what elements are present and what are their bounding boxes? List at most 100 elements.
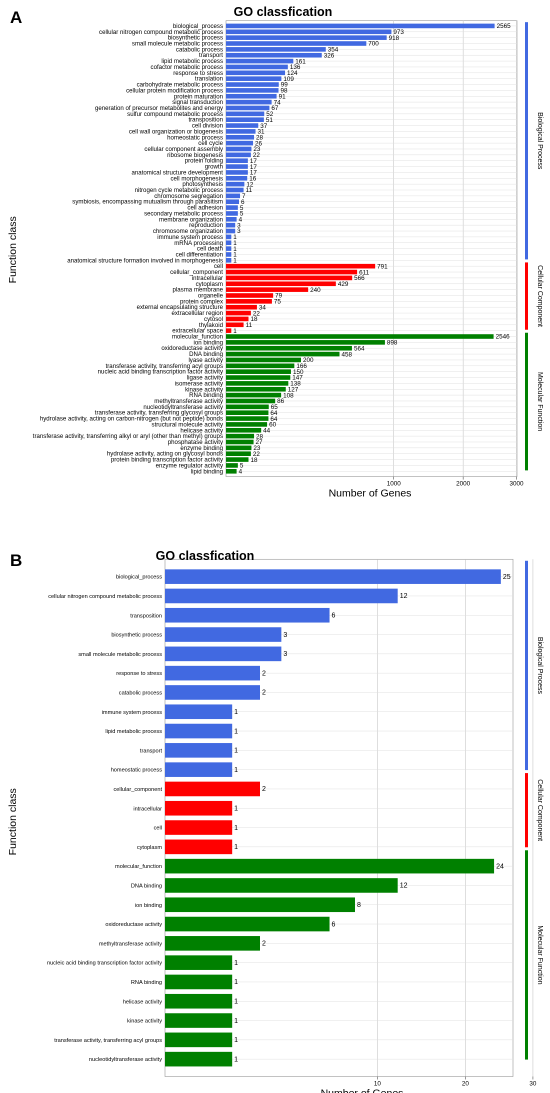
category-label: cytoplasm — [196, 281, 223, 288]
bar-lipid-metabolic-process — [226, 58, 294, 64]
category-label: cell cycle — [198, 140, 223, 147]
bar-thylakoid — [226, 322, 244, 328]
data-label: 108 — [283, 392, 294, 399]
category-label: response to stress — [173, 70, 223, 77]
category-label: reproduction — [189, 222, 223, 229]
category-label: chromosome organization — [153, 228, 223, 235]
category-label: nitrogen cycle metabolic process — [135, 187, 223, 194]
category-label: catabolic process — [176, 46, 223, 53]
category-label: RNA binding — [189, 392, 223, 399]
category-label: ribosome biogenesis — [167, 152, 223, 159]
bar-lipid-binding — [226, 468, 237, 474]
data-label: 354 — [328, 47, 339, 54]
bar-molecular-function — [165, 858, 495, 874]
category-label: intracellular — [133, 806, 162, 812]
data-label: 2 — [262, 690, 266, 697]
category-label: extracellular region — [172, 310, 224, 317]
data-label: 5 — [240, 205, 244, 212]
category-label: DNA binding — [189, 351, 223, 358]
bar-plasma-membrane — [226, 287, 309, 292]
category-label: biological_process — [116, 575, 162, 581]
bar-cell — [165, 820, 233, 835]
category-label: generation of precursor metabolites and … — [95, 105, 224, 112]
bar-nucleic-acid-binding-transcription-factor-activity — [226, 369, 291, 374]
data-label: 138 — [290, 381, 301, 388]
bar-transferase-activity-transferring-acyl-groups — [165, 1032, 233, 1048]
bar-extracellular-region — [226, 310, 251, 316]
data-label: 1 — [234, 825, 238, 832]
category-label: catabolic process — [119, 690, 162, 696]
bar-methyltransferase-activity — [165, 936, 260, 951]
data-label: 1 — [234, 844, 238, 851]
data-label: 200 — [303, 357, 314, 364]
chart-title: GO classfication — [156, 549, 255, 563]
bar-oxidoreductase-activity — [226, 345, 352, 351]
bar-molecular-function — [226, 334, 494, 339]
bar-nucleic-acid-binding-transcription-factor-activity — [165, 955, 233, 970]
data-label: 37 — [260, 123, 268, 130]
bar-biosynthetic-process — [226, 35, 387, 40]
category-label: methyltransferase activity — [99, 941, 162, 947]
data-label: 17 — [250, 170, 258, 177]
data-label: 240 — [310, 287, 321, 294]
category-label: phosphatase activity — [168, 439, 224, 446]
x-tick-label: 30 — [529, 1081, 537, 1088]
bar-cell-adhesion — [226, 205, 238, 210]
category-label: helicase activity — [180, 427, 224, 434]
data-label: 7 — [242, 193, 246, 200]
data-label: 18 — [251, 457, 259, 464]
category-label: enzyme regulator activity — [156, 462, 224, 469]
bar-transferase-activity-transferring-glycosyl-groups — [226, 410, 269, 415]
chart-panel-a: biological_process 2565 cellular nitrogen … — [7, 5, 543, 500]
data-label: 8 — [357, 902, 361, 909]
category-label: signal transduction — [172, 99, 223, 106]
category-label: protein folding — [185, 158, 223, 165]
data-label: 1 — [234, 748, 238, 755]
category-label: nucleotidyltransferase activity — [143, 404, 224, 411]
data-label: 12 — [246, 181, 254, 188]
data-label: 150 — [293, 369, 304, 376]
data-label: 1 — [234, 1037, 238, 1044]
data-label: 1 — [234, 998, 238, 1005]
category-label: protein complex — [180, 298, 223, 305]
panel-b-letter: B — [10, 551, 22, 570]
chart-title: GO classfication — [234, 5, 333, 19]
bar-hydrolase-activity-acting-on-carbon-nitrogen-but-not-peptide-bonds — [226, 416, 269, 421]
bar-methyltransferase-activity — [226, 398, 276, 404]
bar-biosynthetic-process — [165, 627, 282, 642]
bar-intracellular — [226, 275, 353, 281]
data-label: 6 — [332, 612, 336, 619]
data-label: 1 — [233, 252, 237, 259]
x-tick-label: 3000 — [509, 481, 524, 488]
data-label: 5 — [240, 211, 244, 218]
category-label: molecular_function — [172, 334, 223, 341]
data-label: 1 — [234, 979, 238, 986]
data-label: 124 — [287, 70, 298, 77]
category-label: chromosome segregation — [154, 193, 223, 200]
bar-small-molecule-metabolic-process — [165, 646, 282, 662]
data-label: 458 — [341, 351, 352, 358]
category-label: response to stress — [116, 671, 162, 677]
data-label: 1 — [234, 960, 238, 967]
data-label: 17 — [250, 164, 258, 171]
bar-biological-process — [165, 569, 501, 584]
bar-ion-binding — [226, 340, 385, 345]
category-label: lipid metabolic process — [161, 58, 223, 65]
data-label: 109 — [283, 76, 294, 83]
data-label: 4 — [239, 468, 243, 475]
bar-hydrolase-activity-acting-on-glycosyl-bonds — [226, 451, 251, 457]
bar-cytoplasm — [165, 839, 233, 855]
bar-ligase-activity — [226, 375, 291, 380]
category-label: biosynthetic process — [111, 633, 162, 639]
data-label: 99 — [281, 82, 289, 89]
category-label: sulfur compound metabolic process — [127, 111, 223, 118]
bar-cellular-component-assembly — [226, 146, 252, 152]
data-label: 86 — [277, 398, 285, 405]
category-label: cell wall organization or biogenesis — [129, 128, 223, 135]
data-label: 2565 — [497, 23, 512, 30]
category-label: biosynthetic process — [168, 35, 223, 42]
y-axis-title: Function class — [7, 788, 19, 855]
bar-dna-binding — [165, 878, 398, 893]
data-label: 1 — [233, 240, 237, 247]
category-label: lyase activity — [188, 357, 223, 364]
